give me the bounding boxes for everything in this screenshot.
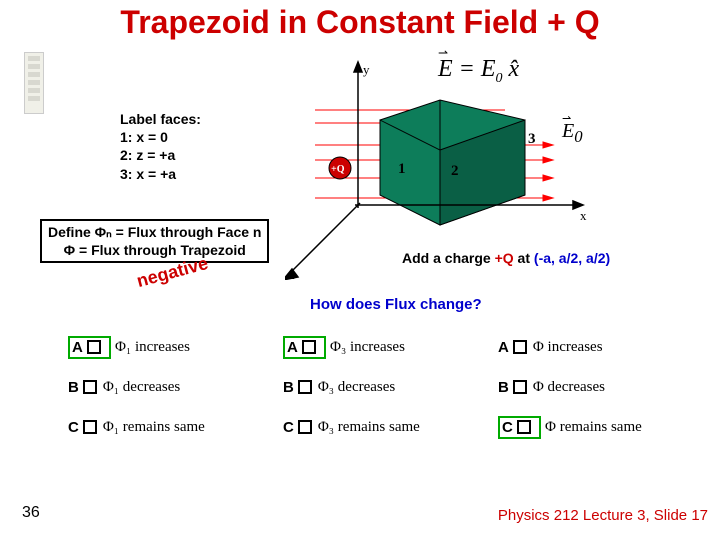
trapezoid-diagram: y x z 1 2 3 +Q — [285, 50, 605, 280]
option-1b[interactable]: BΦ₁ decreases — [68, 368, 273, 406]
face-2-label: 2 — [451, 163, 459, 179]
add-charge-text: Add a charge +Q at (-a, a/2, a/2) — [402, 250, 610, 266]
label-faces-block: Label faces: 1: x = 0 2: z = +a 3: x = +… — [120, 110, 201, 183]
option-1a[interactable]: A Φ₁ increases — [68, 328, 273, 366]
option-2a[interactable]: A Φ₃ increases — [283, 328, 488, 366]
face-1-label: 1 — [398, 161, 406, 177]
option-3b-text: Φ decreases — [533, 379, 605, 396]
axis-z-label: z — [289, 267, 295, 280]
thumbnail-strip — [24, 52, 44, 114]
option-1a-text: Φ₁ increases — [115, 339, 190, 356]
option-2c-text: Φ₃ remains same — [318, 419, 420, 436]
define-line-1: Define Φₙ = Flux through Face n — [48, 223, 261, 241]
slide-title: Trapezoid in Constant Field + Q — [0, 0, 720, 41]
option-2c[interactable]: CΦ₃ remains same — [283, 408, 488, 446]
add-charge-point: (-a, a/2, a/2) — [534, 250, 610, 266]
option-1c-text: Φ₁ remains same — [103, 419, 205, 436]
option-1c[interactable]: CΦ₁ remains same — [68, 408, 273, 446]
page-number: 36 — [22, 504, 40, 522]
label-faces-3: 3: x = +a — [120, 165, 201, 183]
label-faces-2: 2: z = +a — [120, 146, 201, 164]
face-3-label: 3 — [528, 131, 536, 147]
option-2a-text: Φ₃ increases — [330, 339, 405, 356]
add-charge-q: +Q — [495, 250, 514, 266]
label-faces-heading: Label faces: — [120, 110, 201, 128]
label-faces-1: 1: x = 0 — [120, 128, 201, 146]
option-2b[interactable]: BΦ₃ decreases — [283, 368, 488, 406]
option-3b[interactable]: BΦ decreases — [498, 368, 703, 406]
define-flux-box: Define Φₙ = Flux through Face n Φ = Flux… — [40, 219, 269, 263]
option-1b-text: Φ₁ decreases — [103, 379, 180, 396]
option-3a-text: Φ increases — [533, 339, 603, 356]
option-3c[interactable]: C Φ remains same — [498, 408, 703, 446]
define-line-2: Φ = Flux through Trapezoid — [48, 241, 261, 259]
axis-y-label: y — [363, 62, 370, 77]
axis-x-label: x — [580, 208, 587, 223]
option-2b-text: Φ₃ decreases — [318, 379, 395, 396]
options-grid: A Φ₁ increases A Φ₃ increases AΦ increas… — [68, 328, 703, 446]
how-change-label: How does Flux change? — [310, 296, 482, 313]
footer-text: Physics 212 Lecture 3, Slide 17 — [498, 507, 708, 524]
add-charge-prefix: Add a charge — [402, 250, 495, 266]
add-charge-mid: at — [514, 250, 534, 266]
option-3c-text: Φ remains same — [545, 419, 642, 436]
option-3a[interactable]: AΦ increases — [498, 328, 703, 366]
charge-q-label: +Q — [331, 164, 345, 175]
